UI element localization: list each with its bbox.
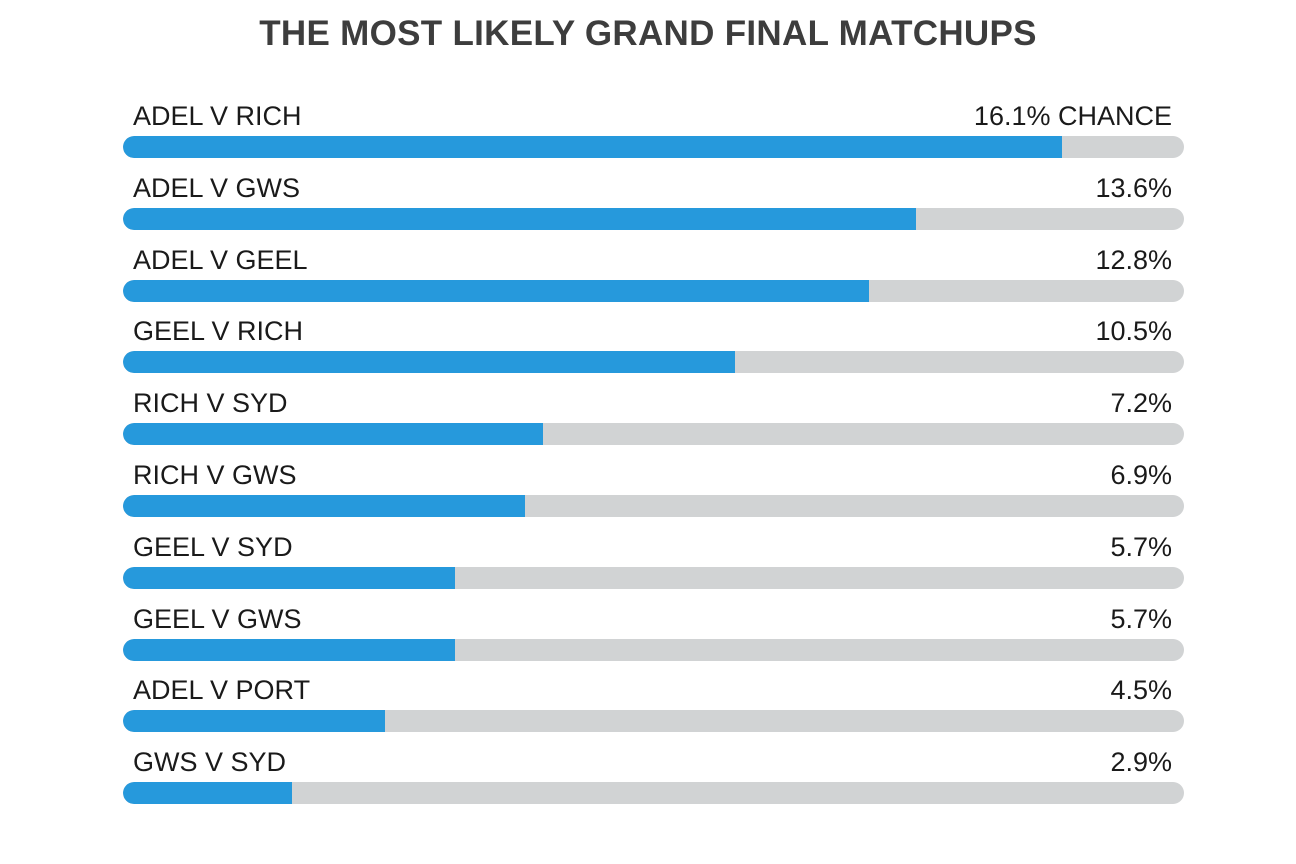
bar-fill: [123, 638, 455, 661]
value-label: 5.7%: [1110, 531, 1172, 562]
category-label: GEEL V SYD: [133, 531, 293, 562]
bar-row: GEEL V RICH 10.5%: [123, 315, 1184, 387]
value-label: 6.9%: [1110, 460, 1172, 490]
category-label: ADEL V PORT: [133, 675, 311, 706]
bar-fill: [123, 207, 916, 230]
bar-track: [123, 136, 1184, 158]
bar-track: [123, 279, 1184, 302]
bar-fill: [123, 782, 292, 805]
bar-track: [123, 423, 1184, 446]
bar-track: [123, 207, 1184, 230]
bar-fill: [123, 279, 869, 302]
category-label: ADEL V GWS: [133, 172, 301, 203]
bar-fill: [123, 710, 385, 733]
bar-row: ADEL V PORT 4.5%: [123, 674, 1184, 746]
bar-track: [123, 710, 1184, 733]
value-label: 10.5%: [1095, 316, 1172, 347]
bar-track: [123, 495, 1184, 517]
bar-fill: [123, 423, 543, 446]
bar-row: GWS V SYD 2.9%: [123, 746, 1184, 818]
value-label: 7.2%: [1110, 388, 1172, 419]
bar-track: [123, 566, 1184, 589]
bar-track: [123, 351, 1184, 374]
category-label: ADEL V GEEL: [133, 244, 308, 275]
value-label: 5.7%: [1110, 603, 1172, 634]
bar-row: ADEL V RICH 16.1% CHANCE: [123, 100, 1184, 172]
bar-fill: [123, 351, 735, 374]
category-label: GEEL V GWS: [133, 603, 302, 634]
bar-fill: [123, 495, 525, 517]
bar-fill: [123, 136, 1062, 158]
bar-row: ADEL V GWS 13.6%: [123, 172, 1184, 244]
bar-fill: [123, 566, 455, 589]
value-label: 12.8%: [1095, 244, 1172, 275]
category-label: RICH V GWS: [133, 460, 297, 490]
category-label: RICH V SYD: [133, 388, 288, 419]
bar-row: ADEL V GEEL 12.8%: [123, 244, 1184, 316]
category-label: GWS V SYD: [133, 747, 287, 778]
bar-row: GEEL V GWS 5.7%: [123, 603, 1184, 675]
bar-track: [123, 782, 1184, 805]
category-label: GEEL V RICH: [133, 316, 304, 347]
chart-title: THE MOST LIKELY GRAND FINAL MATCHUPS: [259, 14, 1037, 53]
bar-track: [123, 638, 1184, 661]
category-label: ADEL V RICH: [133, 101, 302, 131]
bar-row: RICH V SYD 7.2%: [123, 387, 1184, 459]
bar-row: GEEL V SYD 5.7%: [123, 531, 1184, 603]
value-label: 16.1% CHANCE: [973, 101, 1172, 131]
value-label: 13.6%: [1095, 172, 1172, 203]
value-label: 4.5%: [1110, 675, 1172, 706]
value-label: 2.9%: [1110, 747, 1172, 778]
bar-row: RICH V GWS 6.9%: [123, 459, 1184, 531]
